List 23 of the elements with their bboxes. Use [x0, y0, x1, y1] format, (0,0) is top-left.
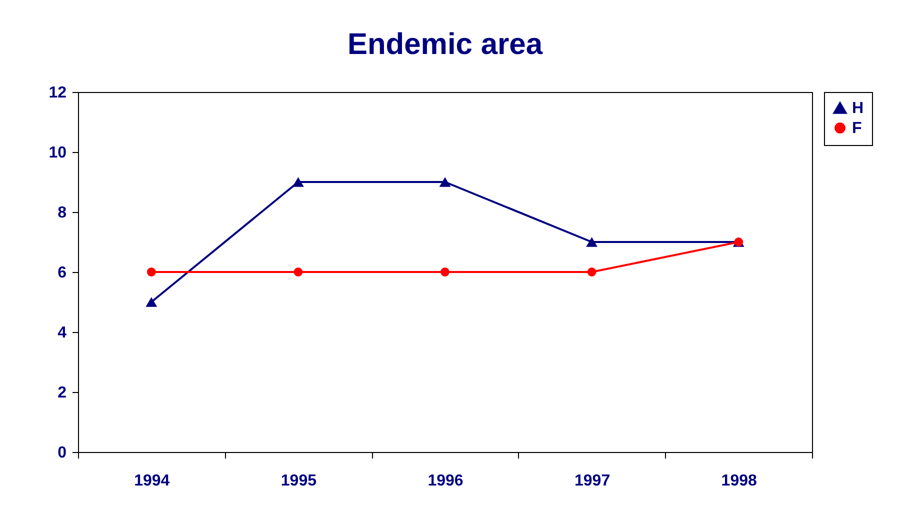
point — [587, 268, 596, 276]
point — [439, 177, 451, 187]
x-tick-label: 1994 — [134, 472, 170, 490]
y-tick-label: 0 — [58, 444, 67, 462]
point — [294, 268, 303, 276]
y-tick-label: 6 — [58, 264, 67, 282]
point — [586, 237, 598, 247]
y-tick-label: 10 — [48, 144, 67, 162]
point — [146, 297, 158, 307]
y-tick-label: 4 — [58, 324, 67, 342]
y-tick-label: 12 — [48, 84, 67, 102]
x-tick-label: 1998 — [721, 472, 757, 490]
legend-label: H — [852, 100, 864, 117]
x-tick-label: 1996 — [428, 472, 464, 490]
y-tick-label: 8 — [58, 204, 67, 222]
chart-title: Endemic area — [347, 28, 543, 61]
y-tick-label: 2 — [58, 384, 67, 402]
x-tick-label: 1995 — [280, 472, 317, 490]
legend-label: F — [852, 120, 862, 137]
point — [440, 268, 450, 276]
point — [146, 268, 156, 276]
point — [292, 177, 304, 187]
x-tick-label: 1997 — [574, 472, 610, 490]
